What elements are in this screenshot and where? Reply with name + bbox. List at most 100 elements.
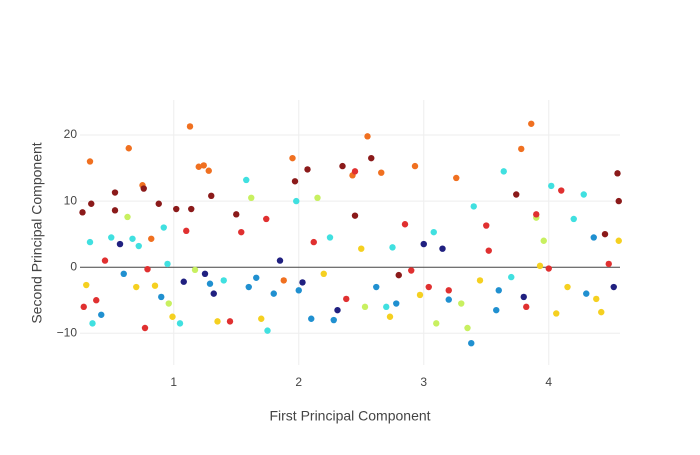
point — [191, 266, 199, 274]
point — [605, 260, 612, 268]
point — [523, 303, 530, 311]
grid — [80, 100, 620, 365]
point — [280, 277, 287, 284]
point — [304, 166, 311, 173]
point — [330, 316, 337, 324]
point — [364, 133, 371, 140]
point — [129, 235, 136, 242]
point — [125, 145, 132, 152]
point — [299, 279, 306, 286]
point — [598, 308, 605, 316]
point — [540, 237, 547, 244]
point — [361, 303, 369, 311]
point — [295, 287, 302, 294]
point — [101, 257, 109, 264]
point — [326, 234, 334, 241]
y-axis-title: Second Principal Component — [29, 142, 45, 323]
point — [368, 154, 375, 162]
point — [420, 240, 427, 248]
point — [158, 293, 165, 301]
y-tick-label: 10 — [64, 193, 78, 207]
point — [508, 273, 515, 281]
point — [564, 283, 571, 291]
point — [245, 283, 252, 291]
point — [408, 267, 415, 274]
point — [83, 281, 90, 289]
point — [453, 174, 460, 182]
point — [200, 162, 207, 169]
point — [445, 287, 452, 294]
point — [464, 324, 471, 332]
point — [206, 280, 214, 287]
point — [233, 211, 240, 218]
point — [393, 300, 400, 307]
point — [470, 203, 477, 210]
point — [601, 230, 609, 238]
point — [583, 290, 590, 297]
y-tick-label: 0 — [70, 259, 77, 273]
point — [238, 228, 245, 236]
x-tick-label: 3 — [420, 375, 427, 389]
point — [210, 290, 217, 297]
point — [226, 318, 234, 325]
point — [351, 168, 359, 175]
point — [339, 162, 346, 170]
point — [433, 320, 440, 327]
point — [111, 207, 119, 214]
point — [258, 315, 265, 322]
point — [160, 224, 167, 231]
point — [430, 228, 437, 236]
point — [253, 274, 260, 281]
point — [458, 300, 465, 307]
point — [314, 194, 321, 202]
point — [116, 240, 124, 248]
point — [411, 162, 419, 170]
point — [186, 123, 194, 130]
x-tick-label: 4 — [545, 375, 552, 389]
point — [165, 300, 172, 307]
point — [558, 187, 565, 194]
point — [610, 283, 617, 291]
point — [183, 227, 190, 235]
x-tick-label: 1 — [170, 375, 177, 389]
point — [351, 212, 359, 219]
point — [383, 303, 390, 311]
point — [373, 283, 380, 291]
point — [111, 189, 119, 196]
point — [120, 270, 127, 278]
point — [151, 282, 159, 289]
point — [80, 303, 87, 311]
point — [425, 283, 432, 291]
points — [79, 120, 622, 347]
point — [520, 293, 527, 301]
point — [195, 163, 202, 170]
point — [264, 327, 271, 334]
point — [593, 295, 600, 303]
point — [500, 168, 507, 175]
point — [289, 154, 296, 162]
point — [358, 245, 365, 252]
point — [483, 222, 490, 229]
point — [243, 176, 250, 184]
point — [485, 247, 492, 254]
point — [476, 277, 484, 284]
point — [615, 237, 622, 244]
point — [180, 278, 187, 285]
point — [248, 194, 255, 202]
y-tick-label: −10 — [57, 325, 78, 339]
point — [220, 277, 227, 284]
point — [155, 200, 162, 207]
point — [79, 209, 86, 216]
point — [205, 167, 212, 174]
point — [580, 191, 587, 198]
point — [135, 242, 142, 250]
point — [141, 324, 149, 332]
point — [548, 182, 555, 190]
point — [308, 315, 315, 322]
point — [164, 260, 171, 268]
point — [518, 145, 525, 153]
point — [169, 313, 176, 320]
point — [389, 244, 396, 251]
point — [86, 238, 94, 246]
